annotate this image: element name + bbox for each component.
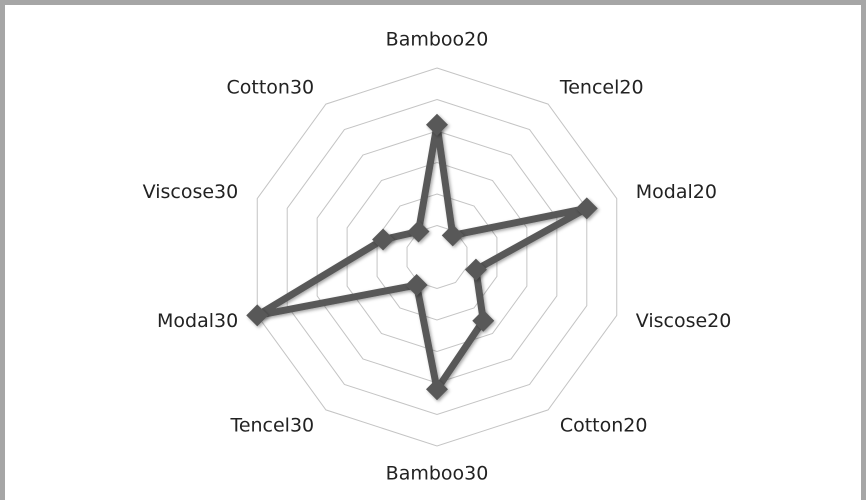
axis-label: Modal30 bbox=[157, 310, 238, 332]
marker bbox=[464, 258, 487, 281]
marker bbox=[372, 228, 395, 251]
grid-ring bbox=[256, 67, 618, 447]
axis-label: Bamboo20 bbox=[386, 29, 489, 51]
axis-label: Bamboo30 bbox=[386, 463, 489, 485]
marker bbox=[472, 309, 495, 332]
axis-label: Tencel20 bbox=[559, 76, 644, 98]
marker bbox=[246, 304, 269, 327]
axis-label: Viscose30 bbox=[143, 181, 239, 203]
marker bbox=[426, 113, 448, 136]
marker bbox=[441, 224, 464, 247]
series-line bbox=[255, 124, 589, 399]
grid-ring bbox=[346, 161, 528, 353]
axis-label: Cotton30 bbox=[227, 76, 315, 98]
axis-label: Tencel30 bbox=[229, 415, 314, 437]
grid-ring bbox=[286, 98, 588, 416]
marker bbox=[575, 197, 598, 220]
axis-label: Viscose20 bbox=[636, 310, 732, 332]
axis-label: Cotton20 bbox=[560, 415, 648, 437]
axis-label: Modal20 bbox=[636, 181, 717, 203]
marker bbox=[426, 378, 448, 401]
marker bbox=[407, 220, 430, 243]
marker bbox=[405, 274, 428, 297]
grid-ring bbox=[406, 224, 468, 290]
